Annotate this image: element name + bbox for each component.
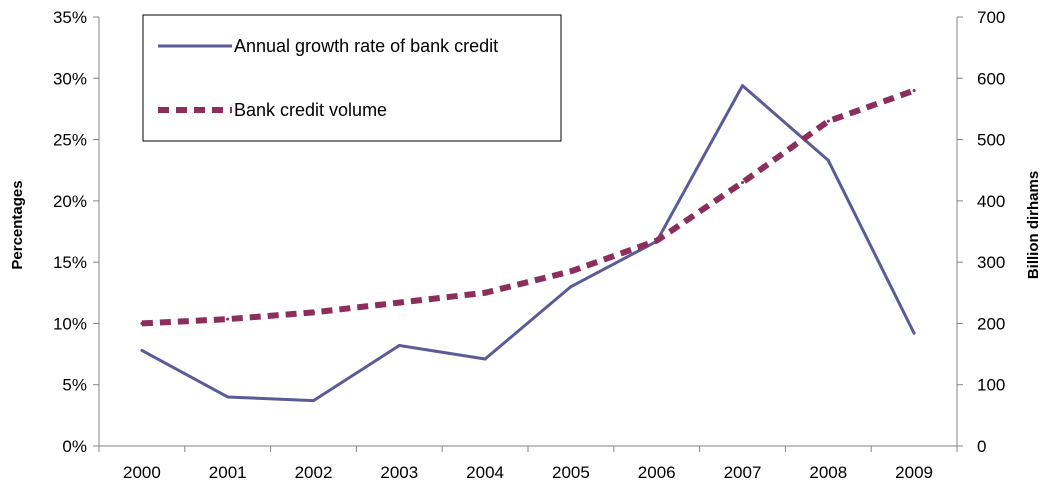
left-tick-label: 10% <box>53 314 87 333</box>
x-tick-label: 2001 <box>209 463 247 482</box>
data-point <box>741 84 744 88</box>
data-point <box>140 321 144 325</box>
x-tick-label: 2005 <box>552 463 590 482</box>
data-point <box>226 317 230 321</box>
right-tick-label: 0 <box>977 437 986 456</box>
data-point <box>826 119 830 123</box>
x-tick-label: 2002 <box>295 463 333 482</box>
series-layer <box>140 84 916 403</box>
right-tick-label: 700 <box>977 8 1005 27</box>
series-line-growth-rate <box>141 84 916 403</box>
x-tick-label: 2004 <box>466 463 504 482</box>
left-axis-ticks: 0% 5% 10% 15% 20% 25% 30% 35% <box>53 8 99 456</box>
data-point <box>912 331 916 335</box>
legend-label-growth-rate: Annual growth rate of bank credit <box>234 36 498 56</box>
right-axis-ticks: 0 100 200 300 400 500 600 700 <box>957 8 1005 456</box>
series-line-credit-volume <box>141 87 916 327</box>
data-point <box>483 357 487 361</box>
data-point <box>483 291 487 295</box>
data-point <box>312 399 315 403</box>
right-tick-label: 100 <box>977 376 1005 395</box>
data-point <box>397 343 401 347</box>
data-point <box>655 239 659 243</box>
left-tick-label: 30% <box>53 69 87 88</box>
left-tick-label: 0% <box>62 437 87 456</box>
legend-label-credit-volume: Bank credit volume <box>234 100 387 120</box>
data-point <box>312 310 315 314</box>
data-point <box>397 301 401 305</box>
data-point <box>569 285 573 289</box>
right-tick-label: 600 <box>977 69 1005 88</box>
data-point <box>226 395 230 399</box>
right-tick-label: 300 <box>977 253 1005 272</box>
legend-box <box>142 14 562 142</box>
x-tick-label: 2007 <box>724 463 762 482</box>
legend: Annual growth rate of bank credit Bank c… <box>142 14 562 142</box>
left-tick-label: 35% <box>53 8 87 27</box>
x-tick-label: 2008 <box>809 463 847 482</box>
x-axis-ticks: 2000 2001 2002 2003 2004 2005 2006 2007 2008 2009 <box>98 446 958 482</box>
data-point <box>912 89 916 93</box>
left-tick-label: 15% <box>53 253 87 272</box>
data-point <box>140 348 144 352</box>
left-tick-label: 5% <box>62 376 87 395</box>
right-axis-title: Billion dirhams <box>1025 171 1042 279</box>
data-point <box>741 180 744 184</box>
left-tick-label: 25% <box>53 131 87 150</box>
right-tick-label: 200 <box>977 314 1005 333</box>
x-tick-label: 2009 <box>895 463 933 482</box>
right-tick-label: 400 <box>977 192 1005 211</box>
x-tick-label: 2006 <box>638 463 676 482</box>
left-axis-title: Percentages <box>9 180 26 269</box>
x-tick-label: 2003 <box>380 463 418 482</box>
data-point <box>826 158 830 162</box>
right-tick-label: 500 <box>977 131 1005 150</box>
left-tick-label: 20% <box>53 192 87 211</box>
data-point <box>569 269 573 273</box>
x-tick-label: 2000 <box>123 463 161 482</box>
